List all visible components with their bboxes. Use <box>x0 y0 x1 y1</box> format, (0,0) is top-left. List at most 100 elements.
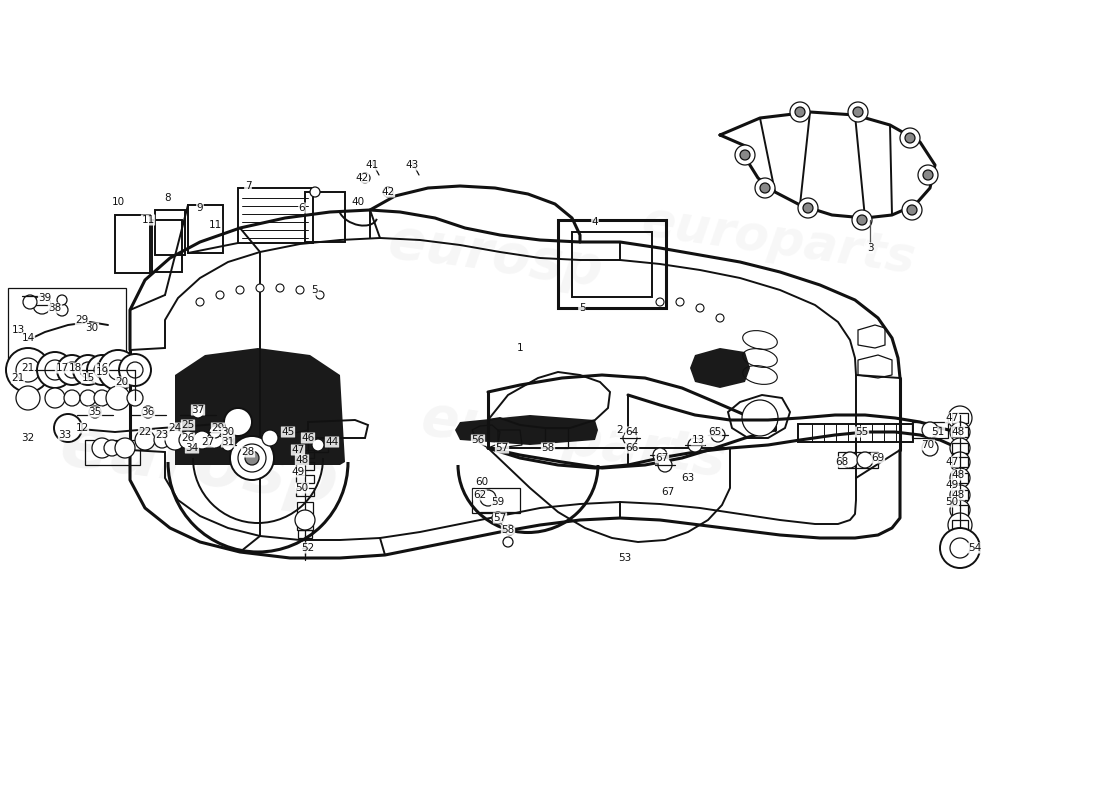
Text: 40: 40 <box>351 197 364 207</box>
Circle shape <box>948 513 972 537</box>
Text: 42: 42 <box>355 173 368 183</box>
Text: 54: 54 <box>968 543 981 553</box>
Circle shape <box>316 291 324 299</box>
Text: 48: 48 <box>952 427 965 437</box>
Circle shape <box>760 183 770 193</box>
Circle shape <box>92 438 112 458</box>
Text: 14: 14 <box>21 333 34 343</box>
Circle shape <box>116 438 135 458</box>
Circle shape <box>950 452 970 472</box>
Text: 27: 27 <box>201 437 214 447</box>
Text: 29: 29 <box>76 315 89 325</box>
Circle shape <box>192 406 204 418</box>
Circle shape <box>922 440 938 456</box>
Circle shape <box>905 133 915 143</box>
Circle shape <box>37 352 73 388</box>
Bar <box>296 475 314 483</box>
Text: 4: 4 <box>592 217 598 227</box>
Text: 20: 20 <box>116 377 129 387</box>
Circle shape <box>716 314 724 322</box>
Text: europarts: europarts <box>418 392 729 488</box>
Bar <box>155 210 185 255</box>
Text: 41: 41 <box>365 160 378 170</box>
Circle shape <box>80 362 96 378</box>
Text: 44: 44 <box>326 437 339 447</box>
Bar <box>952 457 968 467</box>
Text: 37: 37 <box>191 405 205 415</box>
Circle shape <box>276 284 284 292</box>
Circle shape <box>87 355 117 385</box>
Text: 15: 15 <box>81 373 95 383</box>
Bar <box>952 490 968 500</box>
Circle shape <box>696 304 704 312</box>
Text: 57: 57 <box>494 513 507 523</box>
Text: 34: 34 <box>186 443 199 453</box>
Text: 43: 43 <box>406 160 419 170</box>
Text: 53: 53 <box>618 553 631 563</box>
Circle shape <box>790 102 810 122</box>
Circle shape <box>623 431 637 445</box>
Circle shape <box>740 150 750 160</box>
Text: 24: 24 <box>168 423 182 433</box>
Circle shape <box>126 390 143 406</box>
Circle shape <box>207 432 223 448</box>
Text: 38: 38 <box>48 303 62 313</box>
Text: eurosp: eurosp <box>55 410 342 518</box>
Circle shape <box>918 165 938 185</box>
Text: 1: 1 <box>517 343 524 353</box>
Text: 32: 32 <box>21 433 34 443</box>
Polygon shape <box>690 348 750 388</box>
Polygon shape <box>175 348 345 465</box>
Text: 45: 45 <box>282 427 295 437</box>
Bar <box>296 450 314 458</box>
Circle shape <box>742 400 778 436</box>
Circle shape <box>165 430 185 450</box>
Circle shape <box>222 439 234 451</box>
Bar <box>952 427 968 437</box>
Text: 28: 28 <box>241 447 254 457</box>
Bar <box>798 424 913 442</box>
Text: 58: 58 <box>502 525 515 535</box>
Circle shape <box>653 448 667 462</box>
Text: 13: 13 <box>692 435 705 445</box>
Text: 57: 57 <box>495 443 508 453</box>
Text: 48: 48 <box>952 490 965 500</box>
Text: 21: 21 <box>11 373 24 383</box>
Text: 59: 59 <box>492 497 505 507</box>
Circle shape <box>45 388 65 408</box>
Text: 51: 51 <box>932 427 945 437</box>
Circle shape <box>119 354 151 386</box>
Text: 9: 9 <box>197 203 204 213</box>
Circle shape <box>33 296 51 314</box>
Circle shape <box>192 431 211 449</box>
Text: 70: 70 <box>922 440 935 450</box>
Text: 11: 11 <box>142 215 155 225</box>
Text: 64: 64 <box>626 427 639 437</box>
Bar <box>952 443 968 453</box>
Bar <box>952 505 968 515</box>
Circle shape <box>857 452 873 468</box>
Circle shape <box>950 485 970 505</box>
Circle shape <box>80 390 96 406</box>
Text: 29: 29 <box>211 423 224 433</box>
Circle shape <box>108 360 128 380</box>
Text: 17: 17 <box>55 363 68 373</box>
Text: 52: 52 <box>301 543 315 553</box>
Bar <box>472 488 520 513</box>
Text: 63: 63 <box>681 473 694 483</box>
Circle shape <box>950 468 970 488</box>
Bar <box>85 440 140 465</box>
Bar <box>238 188 314 243</box>
Circle shape <box>842 452 858 468</box>
Text: 58: 58 <box>541 443 554 453</box>
Text: 56: 56 <box>472 435 485 445</box>
Circle shape <box>224 408 252 436</box>
Text: 13: 13 <box>11 325 24 335</box>
Circle shape <box>126 362 143 378</box>
Text: 48: 48 <box>296 455 309 465</box>
Circle shape <box>56 304 68 316</box>
Text: 68: 68 <box>835 457 848 467</box>
Bar <box>952 520 968 530</box>
Text: 18: 18 <box>68 363 81 373</box>
Circle shape <box>908 205 917 215</box>
